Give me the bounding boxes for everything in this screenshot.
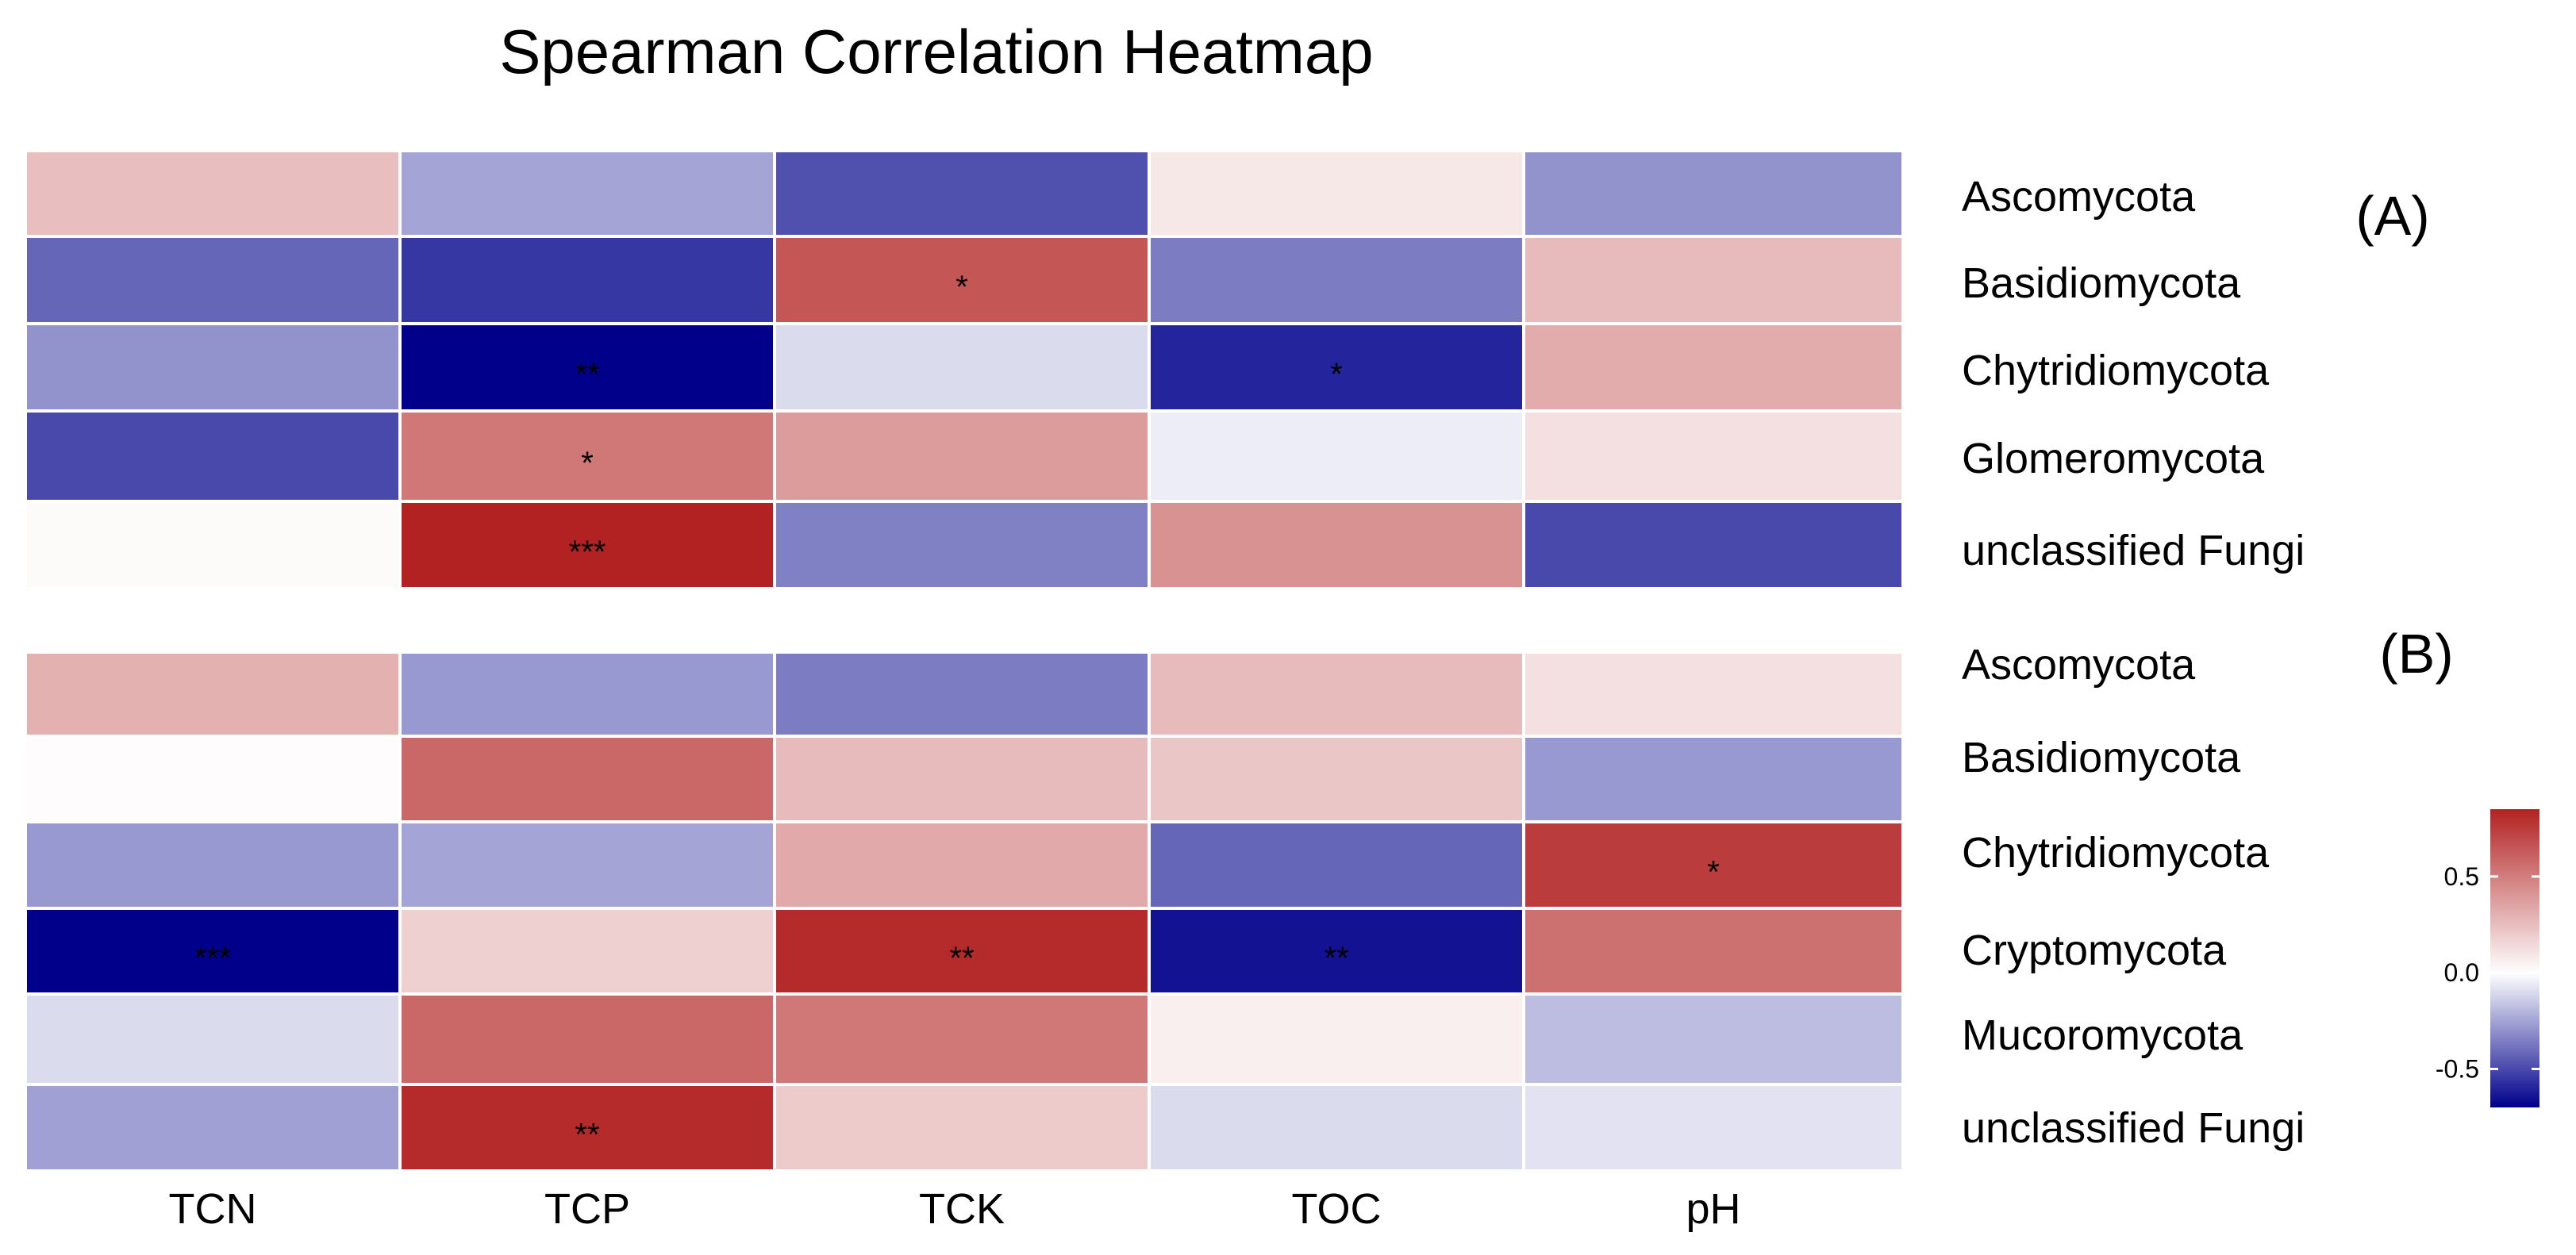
- significance-marker: **: [1324, 941, 1348, 976]
- heatmap-panels: *** *****AscomycotaBasidiomycotaChytridio…: [24, 149, 2454, 1172]
- column-labels: TCN TCP TCK TOC pH: [169, 1185, 1741, 1233]
- row-label: Chytridiomycota: [1962, 347, 2270, 394]
- significance-marker: *: [1330, 357, 1343, 392]
- heatmap-cell: [1148, 992, 1525, 1086]
- column-label: TCK: [919, 1185, 1005, 1233]
- row-label: Basidiomycota: [1962, 734, 2241, 781]
- heatmap-cell: [398, 149, 776, 238]
- heatmap-cell: [773, 992, 1151, 1086]
- heatmap-cell: [773, 1083, 1151, 1172]
- heatmap-cell: [398, 992, 776, 1086]
- heatmap-cell: [24, 235, 402, 325]
- heatmap-cell: [398, 907, 776, 996]
- heatmap-cell: [1148, 1083, 1525, 1172]
- heatmap-cell: [1522, 992, 1905, 1086]
- heatmap-cell: [398, 1083, 776, 1172]
- heatmap-cell: [1522, 500, 1905, 590]
- legend-color-bar: [2490, 809, 2539, 1107]
- heatmap-cell: [24, 322, 402, 413]
- heatmap-cell: [773, 820, 1151, 910]
- heatmap-cell: [773, 322, 1151, 413]
- heatmap-cell: [1522, 651, 1905, 738]
- heatmap-cell: [1522, 322, 1905, 413]
- heatmap-cell: [1148, 149, 1525, 238]
- row-label: Chytridiomycota: [1962, 829, 2270, 877]
- heatmap-cell: [398, 500, 776, 590]
- significance-marker: *: [955, 270, 968, 305]
- significance-marker: **: [575, 1118, 599, 1153]
- significance-marker: *: [581, 446, 594, 481]
- heatmap-cell: [1148, 409, 1525, 503]
- significance-marker: **: [575, 357, 599, 392]
- column-label: pH: [1686, 1185, 1740, 1233]
- legend-tick-label: 0.5: [2444, 862, 2479, 891]
- heatmap-cell: [24, 735, 402, 823]
- heatmap-cell: [773, 735, 1151, 823]
- heatmap-cell: [1522, 149, 1905, 238]
- row-label: unclassified Fungi: [1962, 1104, 2305, 1152]
- heatmap-cell: [24, 1083, 402, 1172]
- panel-a: *** *****AscomycotaBasidiomycotaChytridio…: [24, 149, 2430, 590]
- heatmap-cell: [1522, 235, 1905, 325]
- heatmap-cell: [398, 820, 776, 910]
- row-label: unclassified Fungi: [1962, 527, 2305, 574]
- heatmap-cell: [773, 907, 1151, 996]
- row-label: Ascomycota: [1962, 641, 2196, 689]
- chart-title: Spearman Correlation Heatmap: [499, 17, 1373, 86]
- significance-marker: ***: [569, 535, 606, 570]
- heatmap-cell: [1148, 735, 1525, 823]
- heatmap-cell: [773, 149, 1151, 238]
- significance-marker: ***: [194, 941, 232, 976]
- significance-marker: **: [949, 941, 974, 976]
- heatmap-cell: [398, 651, 776, 738]
- heatmap-cell: [773, 235, 1151, 325]
- heatmap-cell: [24, 820, 402, 910]
- heatmap-cell: [773, 500, 1151, 590]
- heatmap-cell: [1522, 820, 1905, 910]
- heatmap-cell: [398, 235, 776, 325]
- row-label: Basidiomycota: [1962, 259, 2241, 307]
- heatmap-cell: [1148, 651, 1525, 738]
- heatmap-cell: [1522, 907, 1905, 996]
- row-label: Ascomycota: [1962, 173, 2196, 221]
- heatmap-cell: [1148, 500, 1525, 590]
- heatmap-cell: [1522, 1083, 1905, 1172]
- significance-marker: *: [1707, 855, 1720, 890]
- heatmap-cell: [773, 409, 1151, 503]
- row-label: Glomeromycota: [1962, 435, 2265, 482]
- heatmap-cell: [24, 149, 402, 238]
- column-label: TOC: [1291, 1185, 1381, 1233]
- heatmap-cell: [24, 992, 402, 1086]
- row-label: Mucoromycota: [1962, 1011, 2243, 1059]
- heatmap-cell: [1522, 409, 1905, 503]
- heatmap-cell: [398, 322, 776, 413]
- legend-tick-label: -0.5: [2436, 1054, 2479, 1083]
- heatmap-cell: [24, 409, 402, 503]
- row-label: Cryptomycota: [1962, 927, 2227, 974]
- heatmap-cell: [1148, 235, 1525, 325]
- column-label: TCP: [544, 1185, 630, 1233]
- heatmap-cell: [398, 735, 776, 823]
- color-legend: 0.5 0.0 -0.5: [2436, 809, 2539, 1107]
- heatmap-cell: [24, 651, 402, 738]
- heatmap-cell: [24, 500, 402, 590]
- heatmap-cell: [1148, 820, 1525, 910]
- heatmap-cell: [1522, 735, 1905, 823]
- panel-label: (B): [2379, 623, 2453, 685]
- heatmap-cell: [773, 651, 1151, 738]
- panel-b: **** ** ****AscomycotaBasidiomycotaChytrid…: [24, 623, 2454, 1172]
- legend-tick-label: 0.0: [2444, 958, 2479, 987]
- column-label: TCN: [169, 1185, 257, 1233]
- panel-label: (A): [2355, 185, 2429, 247]
